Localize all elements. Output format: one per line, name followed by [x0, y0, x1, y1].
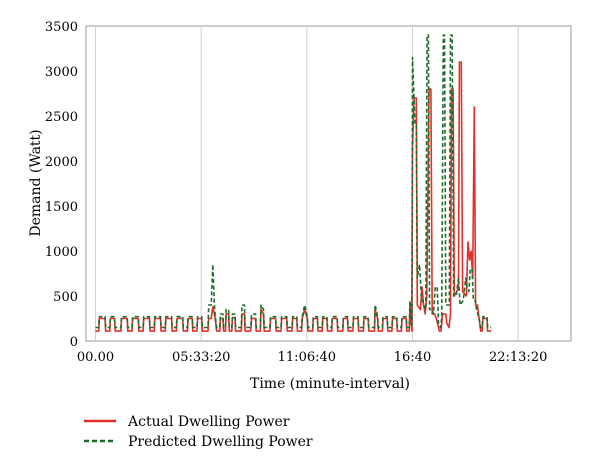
x-tick-label: 00.00	[77, 350, 114, 365]
y-tick-label: 3500	[45, 20, 78, 35]
y-tick-label: 1000	[45, 245, 78, 260]
series-line-predicted	[95, 34, 492, 329]
y-tick-label: 0	[70, 335, 78, 350]
y-axis-ticks: 0 500 1000 1500 2000 2500 3000 3500	[45, 20, 78, 350]
legend-label-predicted: Predicted Dwelling Power	[128, 434, 313, 450]
legend-label-actual: Actual Dwelling Power	[127, 414, 290, 430]
x-tick-label: 22:13:20	[489, 350, 547, 365]
x-axis-ticks: 00.00 05:33:20 11:06:40 16:40 22:13:20	[77, 350, 547, 365]
y-tick-label: 3000	[45, 65, 78, 80]
y-tick-label: 1500	[45, 200, 78, 215]
y-axis-title: Demand (Watt)	[28, 129, 44, 236]
plot-area-border	[85, 25, 572, 342]
series-layer	[95, 34, 492, 332]
x-axis-title: Time (minute-interval)	[250, 376, 410, 392]
series-line-actual	[95, 61, 492, 332]
y-tick-label: 500	[53, 290, 78, 305]
x-tick-label: 16:40	[394, 350, 431, 365]
y-tick-label: 2500	[45, 110, 78, 125]
y-tick-label: 2000	[45, 155, 78, 170]
x-tick-label: 11:06:40	[278, 350, 336, 365]
legend: Actual Dwelling Power Predicted Dwelling…	[84, 414, 313, 450]
x-tick-label: 05:33:20	[172, 350, 230, 365]
